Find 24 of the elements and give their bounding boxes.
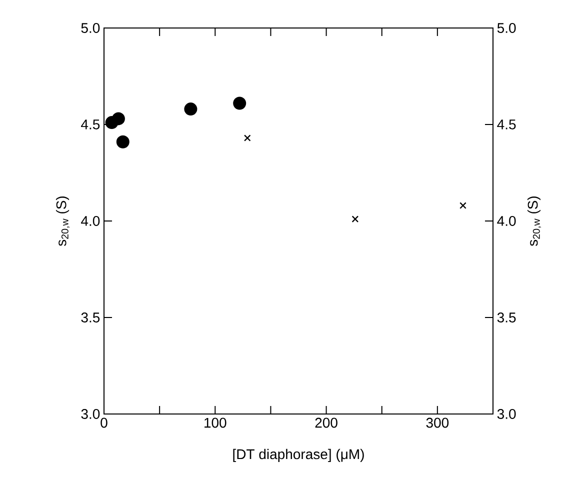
y-tick-label: 4.0 (81, 216, 100, 226)
point (116, 135, 130, 148)
y-tick-label: 3.0 (81, 409, 100, 419)
y2-tick-label: 3.5 (497, 312, 516, 322)
point (244, 134, 251, 142)
y2-tick-label: 3.0 (497, 409, 516, 419)
x-axis-title: [DT diaphorase] (μM) (233, 448, 364, 462)
y2-tick-label: 4.0 (497, 216, 516, 226)
y-axis-title: s$_{20,w}$ (S) (56, 196, 70, 246)
y2-tick-label: 5.0 (497, 23, 516, 33)
x-tick-label: 200 (315, 418, 338, 428)
point (460, 202, 466, 209)
point (352, 216, 359, 222)
point (184, 102, 198, 116)
point (112, 112, 125, 126)
x-tick-label: 100 (204, 418, 226, 428)
point (233, 96, 246, 110)
x-tick-label: 300 (426, 418, 449, 428)
y-tick-label: 3.5 (81, 312, 100, 322)
y-tick-label: 4.5 (81, 120, 100, 130)
x-tick-label: 0 (100, 418, 108, 428)
y-tick-label: 5.0 (81, 23, 100, 33)
y2-tick-label: 4.5 (497, 120, 516, 130)
y2-axis-title: s$_{20,w}$ (S) (527, 196, 542, 246)
